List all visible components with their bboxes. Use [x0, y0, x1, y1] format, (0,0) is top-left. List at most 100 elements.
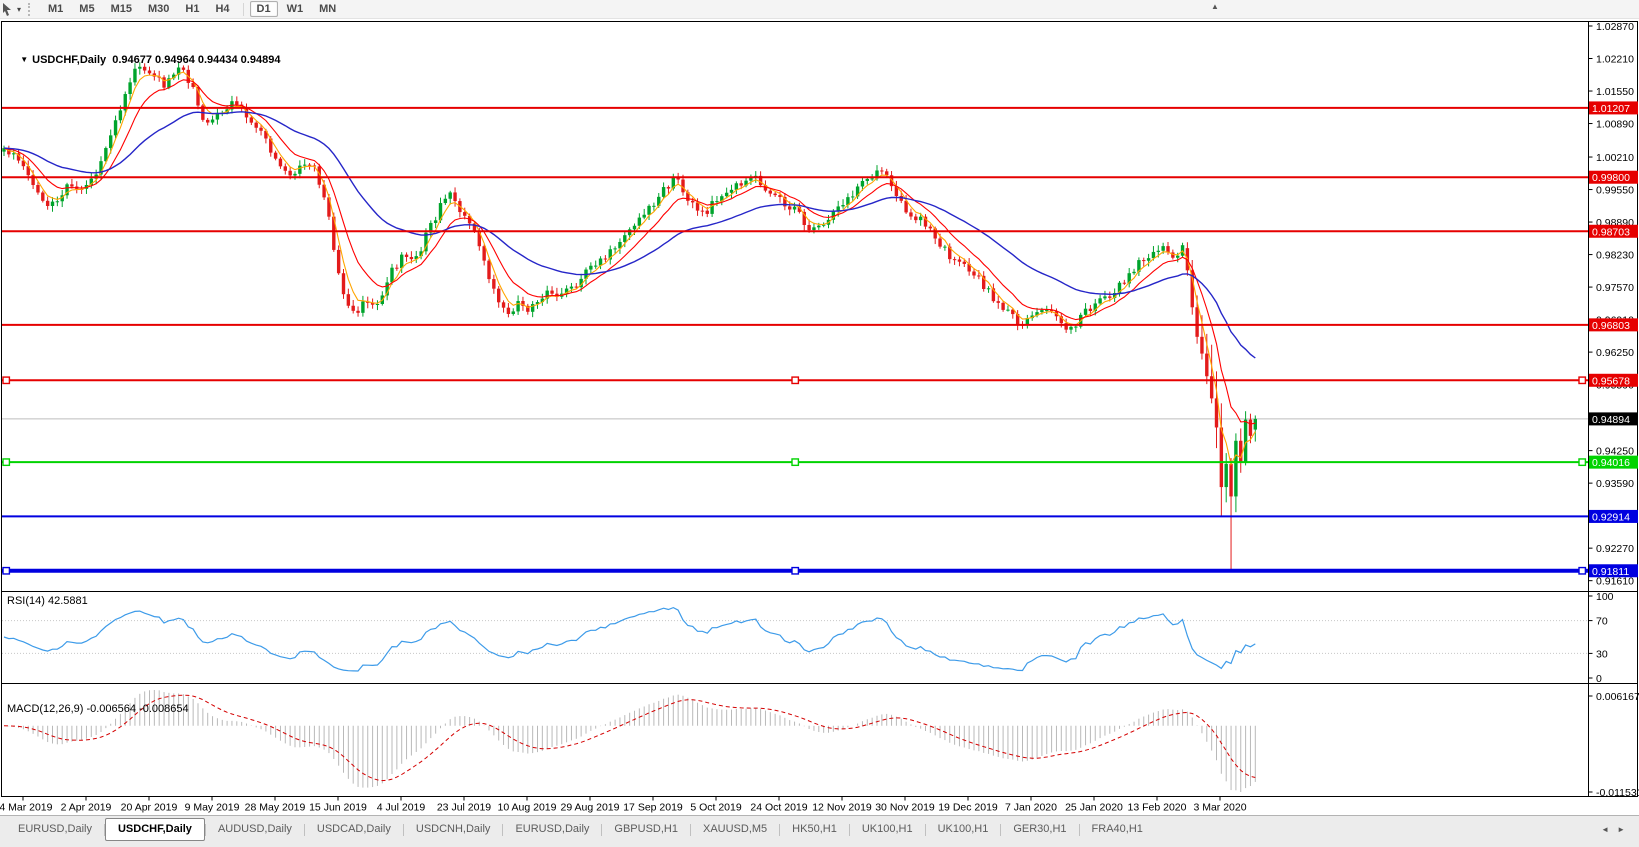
timeframe-button-mn[interactable]: MN [312, 1, 343, 17]
tab-divider [924, 824, 926, 836]
candle-body [41, 192, 45, 201]
date-label: 4 Jul 2019 [377, 802, 426, 814]
level-drag-handle[interactable] [1578, 566, 1587, 575]
candle-body [482, 246, 486, 261]
candle-body [865, 178, 869, 181]
chart-tab-hk50-h1[interactable]: HK50,H1 [792, 823, 837, 835]
level-drag-handle[interactable] [791, 458, 800, 467]
candle-body [1040, 310, 1044, 313]
chart-tab-eurusd-daily[interactable]: EURUSD,Daily [18, 823, 92, 835]
candle-body [986, 288, 991, 290]
timeframe-button-m1[interactable]: M1 [41, 1, 70, 17]
level-drag-handle[interactable] [1578, 376, 1587, 385]
chart-tab-audusd-daily[interactable]: AUDUSD,Daily [217, 823, 292, 835]
candle-body [870, 178, 874, 180]
candle-body [1151, 251, 1156, 259]
macd-signal-line [3, 694, 1256, 782]
candle-body [332, 216, 336, 250]
candle-body [118, 110, 123, 121]
candle-body [254, 122, 258, 128]
toolbar-grip[interactable] [28, 2, 34, 16]
candle-body [317, 166, 321, 185]
candle-body [613, 248, 617, 250]
timeframe-button-m15[interactable]: M15 [104, 1, 139, 17]
candle-body [1176, 255, 1180, 258]
candle-body [128, 82, 132, 95]
timeframe-button-h1[interactable]: H1 [178, 1, 206, 17]
level-drag-handle[interactable] [1578, 458, 1587, 467]
price-tick-label: 1.01550 [1596, 86, 1634, 98]
candle-body [162, 77, 166, 88]
candle-body [1083, 308, 1088, 315]
tab-divider [848, 824, 850, 836]
date-label: 20 Apr 2019 [121, 802, 178, 814]
timeframe-button-w1[interactable]: W1 [280, 1, 311, 17]
candle-body [938, 238, 942, 247]
candle-body [904, 200, 908, 213]
date-label: 30 Nov 2019 [875, 802, 935, 814]
chart-tab-eurusd-daily[interactable]: EURUSD,Daily [515, 823, 590, 835]
moving-average-34 [3, 111, 1256, 359]
chart-tab-uk100-h1[interactable]: UK100,H1 [937, 823, 989, 835]
cursor-tool-icon[interactable] [1, 2, 16, 16]
candle-body [1239, 440, 1243, 462]
chart-tab-usdcad-daily[interactable]: USDCAD,Daily [316, 823, 391, 835]
level-drag-handle[interactable] [791, 566, 800, 575]
candle-body [269, 138, 273, 153]
price-tick-label: 1.00890 [1596, 119, 1634, 131]
candle-body [928, 226, 933, 229]
chart-tab-usdcnh-daily[interactable]: USDCNH,Daily [415, 823, 491, 835]
toolbar: ▾ M1 M5 M15 M30 H1 H4 D1 W1 MN ▲ [0, 0, 1639, 19]
timeframe-button-d1[interactable]: D1 [249, 1, 278, 17]
candle-body [235, 101, 239, 105]
price-tick-label: 0.92270 [1596, 543, 1634, 555]
date-label: 9 May 2019 [185, 802, 240, 814]
price-tick-label: 0.98230 [1596, 250, 1634, 262]
chart-tab-usdchf-daily[interactable]: USDCHF,Daily [104, 818, 205, 841]
rsi-line [3, 606, 1256, 672]
candle-body [467, 215, 472, 224]
candle-body [1059, 316, 1063, 324]
candle-body [147, 70, 152, 74]
candle-body [16, 153, 21, 161]
candle-body [278, 158, 283, 167]
candle-body [1049, 310, 1054, 312]
candle-body [133, 68, 137, 83]
candle-body [802, 211, 806, 225]
candle-body [55, 201, 60, 203]
candle-body [1015, 314, 1020, 325]
scroll-up-icon[interactable]: ▲ [1211, 2, 1219, 11]
candle-body [1248, 419, 1253, 436]
candle-body [535, 302, 540, 305]
chart-tab-gbpusd-h1[interactable]: GBPUSD,H1 [614, 823, 678, 835]
candle-body [448, 192, 452, 199]
level-drag-handle[interactable] [2, 566, 11, 575]
level-drag-handle[interactable] [791, 376, 800, 385]
tab-scroll-right-icon[interactable]: ► [1617, 825, 1625, 834]
chart-tab-uk100-h1[interactable]: UK100,H1 [861, 823, 913, 835]
candle-body [1137, 260, 1141, 272]
timeframe-button-m5[interactable]: M5 [72, 1, 101, 17]
dropdown-caret-icon[interactable]: ▾ [17, 4, 22, 14]
chart-tab-xauusd-m5[interactable]: XAUUSD,M5 [702, 823, 768, 835]
level-drag-handle[interactable] [2, 376, 11, 385]
chart-tab-ger30-h1[interactable]: GER30,H1 [1013, 823, 1067, 835]
candle-body [249, 117, 254, 123]
candle-body [109, 135, 113, 149]
chart-tab-fra40-h1[interactable]: FRA40,H1 [1091, 823, 1143, 835]
candle-body [1132, 271, 1136, 274]
candle-body [1103, 296, 1107, 299]
candle-body [1127, 273, 1131, 284]
candle-body [1224, 463, 1228, 488]
rsi-tick-label: 100 [1596, 591, 1614, 603]
macd-tick-label: -0.011531 [1596, 787, 1639, 799]
tab-scroll-left-icon[interactable]: ◄ [1601, 825, 1610, 834]
candle-body [914, 216, 918, 221]
candle-body [1088, 308, 1093, 312]
candle-body [574, 286, 578, 288]
level-drag-handle[interactable] [2, 458, 11, 467]
chart-canvas[interactable]: 1.02870 1.02210 1.01550 1.00890 1.00210 0.995… [0, 18, 1639, 815]
timeframe-button-h4[interactable]: H4 [208, 1, 236, 17]
timeframe-button-m30[interactable]: M30 [141, 1, 176, 17]
candle-body [691, 200, 695, 203]
